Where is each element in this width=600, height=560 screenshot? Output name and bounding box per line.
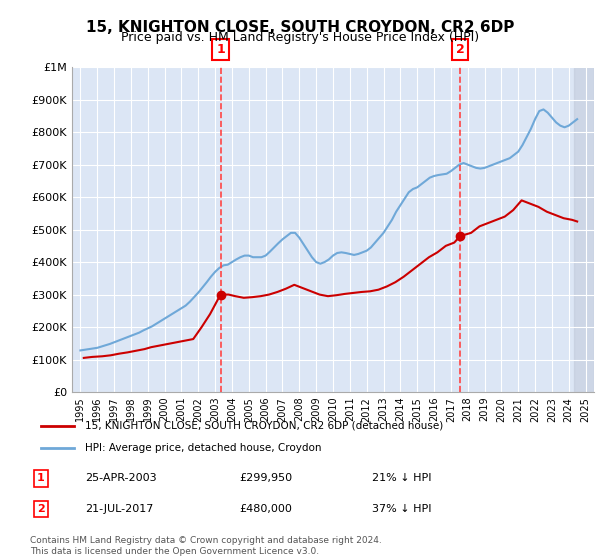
Text: 1: 1 [37, 473, 45, 483]
Text: £299,950: £299,950 [240, 473, 293, 483]
Text: Price paid vs. HM Land Registry's House Price Index (HPI): Price paid vs. HM Land Registry's House … [121, 31, 479, 44]
Bar [574, 67, 594, 392]
Text: 2: 2 [456, 43, 464, 56]
Text: HPI: Average price, detached house, Croydon: HPI: Average price, detached house, Croy… [85, 443, 322, 453]
Text: 15, KNIGHTON CLOSE, SOUTH CROYDON, CR2 6DP (detached house): 15, KNIGHTON CLOSE, SOUTH CROYDON, CR2 6… [85, 421, 443, 431]
Text: £480,000: £480,000 [240, 504, 293, 514]
Text: 21-JUL-2017: 21-JUL-2017 [85, 504, 154, 514]
Text: 15, KNIGHTON CLOSE, SOUTH CROYDON, CR2 6DP: 15, KNIGHTON CLOSE, SOUTH CROYDON, CR2 6… [86, 20, 514, 35]
Text: Contains HM Land Registry data © Crown copyright and database right 2024.
This d: Contains HM Land Registry data © Crown c… [30, 536, 382, 556]
Text: 1: 1 [216, 43, 225, 56]
Text: 2: 2 [37, 504, 45, 514]
Text: 21% ↓ HPI: 21% ↓ HPI [372, 473, 432, 483]
Text: 25-APR-2003: 25-APR-2003 [85, 473, 157, 483]
Text: 37% ↓ HPI: 37% ↓ HPI [372, 504, 432, 514]
